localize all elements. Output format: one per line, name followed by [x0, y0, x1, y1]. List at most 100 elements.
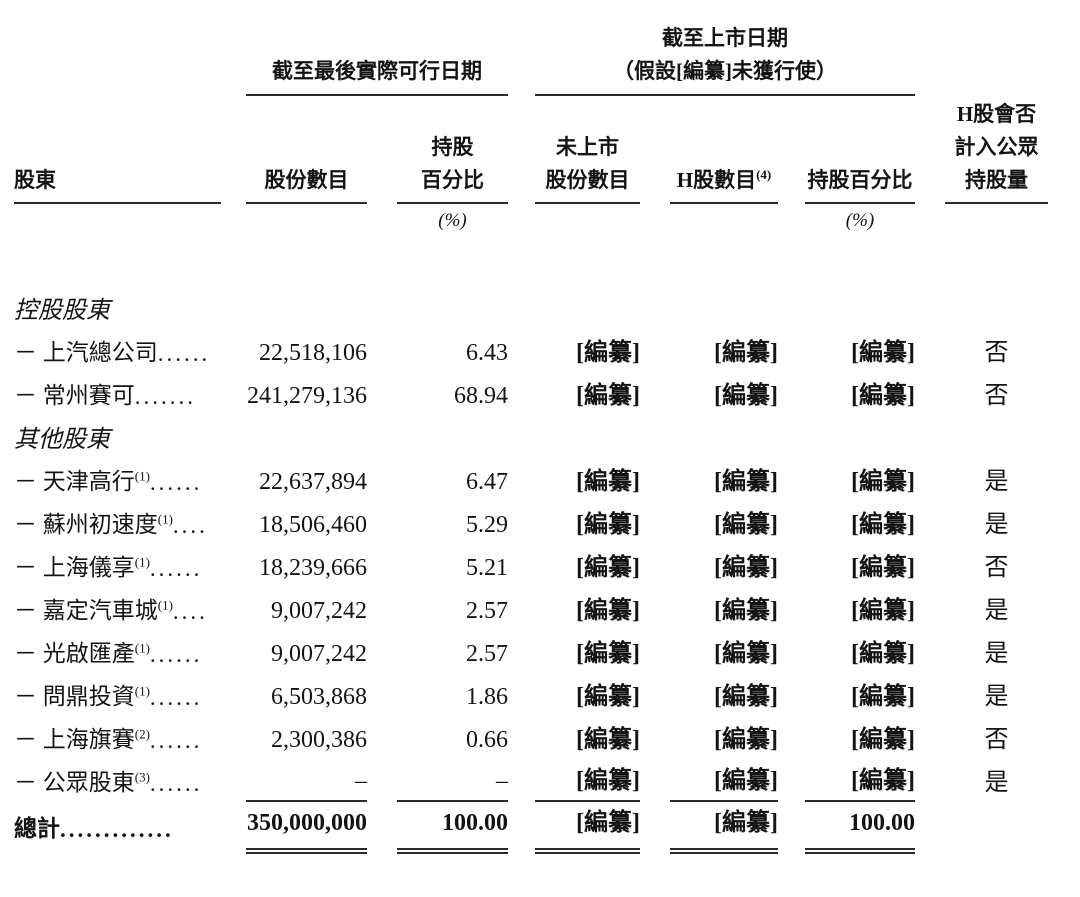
- dot-leader: ......: [149, 685, 203, 710]
- shareholder-name: － 上海儀享(1): [14, 554, 150, 580]
- dot-leader: .......: [134, 384, 196, 409]
- value-cell: 6.47: [466, 469, 508, 495]
- value-cell: [編纂]: [576, 383, 640, 409]
- value-cell: [編纂]: [576, 512, 640, 538]
- shareholder-row: － 上汽總公司...... 22,518,106 6.43 [編纂] [編纂] [編纂] 否: [0, 329, 1080, 372]
- footnote-marker: (1): [134, 640, 150, 656]
- value-cell: 68.94: [454, 383, 508, 409]
- unit-row: (%) (%): [0, 210, 1080, 244]
- value-cell: 350,000,000: [246, 802, 367, 854]
- column-header-line: 股份數目: [264, 168, 349, 192]
- unit-cell-shareholder: [14, 210, 221, 244]
- shareholder-name: － 光啟匯產(1): [14, 640, 150, 666]
- value-cell: 5.29: [466, 512, 508, 538]
- value-cell: [編纂]: [535, 802, 640, 854]
- unit-cell-pct-listing: (%): [845, 210, 875, 231]
- dot-leader: ....: [172, 513, 208, 538]
- column-header-line: 持股: [431, 135, 474, 159]
- dot-leader: ......: [149, 771, 203, 796]
- value-cell: 6.43: [466, 340, 508, 366]
- public-float-flag-cell: 否: [984, 727, 1009, 753]
- shareholder-name-cell: 總計 .............: [14, 802, 221, 854]
- value-cell: [編纂]: [851, 641, 915, 667]
- value-cell: 0.66: [466, 727, 508, 753]
- value-cell: 18,506,460: [259, 512, 367, 538]
- section-label: 控股股東: [14, 298, 110, 324]
- footnote-marker: (2): [134, 726, 150, 742]
- shareholder-row: － 天津高行(1) ...... 22,637,894 6.47 [編纂] [編纂] [編…: [0, 458, 1080, 501]
- column-header-line: 股東: [14, 168, 56, 192]
- value-cell: [編纂]: [851, 555, 915, 581]
- value-cell: [編纂]: [714, 512, 778, 538]
- shareholder-name: － 公眾股東(3): [14, 769, 150, 795]
- value-cell: [編纂]: [670, 802, 778, 854]
- footnote-marker: (1): [157, 597, 173, 613]
- shareholder-name-cell: － 上海旗賽(2) ......: [14, 716, 221, 759]
- shareholder-name-cell: － 嘉定汽車城(1) ....: [14, 587, 221, 630]
- dot-leader: ....: [172, 599, 208, 624]
- value-cell: [編纂]: [851, 512, 915, 538]
- public-float-flag-cell: 是: [984, 512, 1009, 538]
- value-cell: 18,239,666: [259, 555, 367, 581]
- group-header-line: 截至最後實際可行日期: [272, 59, 482, 83]
- value-cell: 6,503,868: [271, 684, 367, 710]
- value-cell: [編纂]: [805, 759, 915, 802]
- value-cell: [編纂]: [576, 469, 640, 495]
- value-cell: 5.21: [466, 555, 508, 581]
- dot-leader: ......: [149, 642, 203, 667]
- shareholder-row: － 上海儀享(1) ...... 18,239,666 5.21 [編纂] [編纂] [編…: [0, 544, 1080, 587]
- column-header-shareholder: 股東: [14, 98, 221, 204]
- public-float-flag-cell: 否: [984, 383, 1009, 409]
- shareholder-name-cell: － 上汽總公司......: [14, 329, 221, 372]
- column-header-line: 持股量: [965, 168, 1028, 192]
- section-header-row: 控股股東: [0, 286, 1080, 329]
- value-cell: [編纂]: [670, 759, 778, 802]
- value-cell: [編纂]: [576, 598, 640, 624]
- column-header-line: 百分比: [421, 168, 484, 192]
- shareholder-name: － 常州賽可: [14, 383, 135, 408]
- value-cell: 241,279,136: [247, 383, 367, 409]
- value-cell: 9,007,242: [271, 598, 367, 624]
- value-cell: [編纂]: [576, 340, 640, 366]
- value-cell: 1.86: [466, 684, 508, 710]
- value-cell: 100.00: [397, 802, 508, 854]
- column-header-unlisted-shares: 未上市 股份數目: [535, 98, 640, 204]
- value-cell: [編纂]: [576, 641, 640, 667]
- value-cell: –: [246, 759, 367, 802]
- footnote-marker: (1): [157, 511, 173, 527]
- section-header-row: 其他股東: [0, 415, 1080, 458]
- shareholder-name-cell: － 蘇州初速度(1) ....: [14, 501, 221, 544]
- value-cell: 2,300,386: [271, 727, 367, 753]
- shareholder-name: － 問鼎投資(1): [14, 683, 150, 709]
- column-header-pct-listing: 持股百分比: [805, 98, 915, 204]
- value-cell: [編纂]: [851, 340, 915, 366]
- column-header-public-float: H股會否 計入公眾 持股量: [945, 98, 1048, 204]
- shareholder-name: － 上汽總公司: [14, 340, 158, 365]
- value-cell: [編纂]: [576, 555, 640, 581]
- column-header-h-shares: H股數目(4): [670, 98, 778, 204]
- value-cell: [編纂]: [851, 727, 915, 753]
- shareholder-row: － 公眾股東(3) ...... – – [編纂] [編纂] [編纂] 是: [0, 759, 1080, 802]
- value-cell: [編纂]: [714, 684, 778, 710]
- value-cell: [編纂]: [714, 469, 778, 495]
- value-cell: [編纂]: [851, 469, 915, 495]
- group-header-line: （假設[編纂]未獲行使）: [613, 59, 837, 83]
- footnote-marker: (1): [134, 468, 150, 484]
- dot-leader: ......: [157, 341, 211, 366]
- shareholder-name: － 嘉定汽車城(1): [14, 597, 173, 623]
- value-cell: 22,637,894: [259, 469, 367, 495]
- shareholder-row: － 光啟匯產(1) ...... 9,007,242 2.57 [編纂] [編纂] [編纂…: [0, 630, 1080, 673]
- unit-cell-h-shares: [670, 210, 778, 244]
- table-body: 控股股東－ 上汽總公司...... 22,518,106 6.43 [編纂] [編纂][…: [0, 286, 1080, 854]
- shareholder-name: 總計: [14, 816, 60, 841]
- value-cell: 2.57: [466, 641, 508, 667]
- value-cell: [編纂]: [714, 727, 778, 753]
- value-cell: [編纂]: [714, 641, 778, 667]
- value-cell: [編纂]: [714, 555, 778, 581]
- column-header-line: 股份數目: [545, 168, 630, 192]
- column-header-shares: 股份數目: [246, 98, 367, 204]
- group-header-listing-date: 截至上市日期 （假設[編纂]未獲行使）: [535, 14, 915, 96]
- column-header-line: 持股百分比: [807, 168, 913, 192]
- value-cell: 9,007,242: [271, 641, 367, 667]
